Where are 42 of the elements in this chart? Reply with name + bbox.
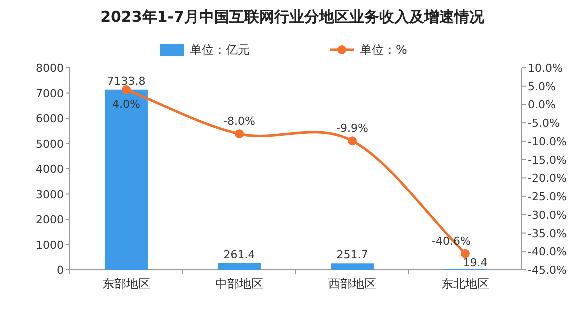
- point: [348, 136, 357, 146]
- bar: [218, 263, 261, 270]
- point: [122, 86, 131, 95]
- x-tick-label: 西部地区: [328, 277, 376, 291]
- y-tick-label: 3000: [36, 188, 64, 202]
- data-label: -8.0%: [224, 115, 256, 128]
- bar: [105, 90, 148, 270]
- y2-tick-label: -30.0%: [528, 208, 567, 222]
- chart-title: 2023年1-7月中国互联网行业分地区业务收入及增速情况: [100, 8, 486, 26]
- point: [235, 130, 244, 139]
- y2-tick-label: 10.0%: [528, 62, 563, 75]
- x-tick-label: 东部地区: [102, 277, 150, 291]
- legend-label: 单位：亿元: [190, 43, 250, 57]
- x-tick-label: 东北地区: [442, 277, 490, 291]
- data-label: 261.4: [224, 248, 256, 262]
- y2-tick-label: -40.0%: [528, 246, 567, 259]
- y-tick-label: 5000: [36, 138, 64, 151]
- y-tick-label: 8000: [36, 62, 64, 75]
- point: [461, 249, 470, 258]
- y-tick-label: 0: [57, 264, 64, 277]
- x-tick-label: 中部地区: [216, 277, 264, 291]
- y2-tick-label: -25.0%: [528, 190, 567, 204]
- y-tick-label: 7000: [36, 87, 64, 100]
- y2-tick-label: -45.0%: [528, 264, 567, 277]
- y2-tick-label: -5.0%: [528, 117, 560, 130]
- y2-tick-label: -10.0%: [528, 135, 567, 148]
- data-label: 7133.8: [107, 74, 146, 88]
- y2-tick-label: -35.0%: [528, 227, 567, 240]
- y2-tick-label: 5.0%: [528, 80, 556, 94]
- bar: [331, 264, 374, 270]
- y2-tick-label: -15.0%: [528, 154, 567, 167]
- y2-tick-label: -20.0%: [528, 172, 567, 186]
- data-label: 251.7: [336, 248, 368, 262]
- data-label: -9.9%: [336, 122, 368, 136]
- y-tick-label: 6000: [36, 112, 64, 126]
- y2-tick-label: 0.0%: [528, 98, 556, 112]
- data-label: 19.4: [463, 256, 488, 270]
- data-label: 4.0%: [112, 98, 140, 112]
- legend-label: 单位：%: [360, 43, 408, 57]
- y-tick-label: 2000: [36, 214, 64, 226]
- y-tick-label: 4000: [36, 163, 64, 176]
- y-tick-label: 1000: [36, 238, 64, 252]
